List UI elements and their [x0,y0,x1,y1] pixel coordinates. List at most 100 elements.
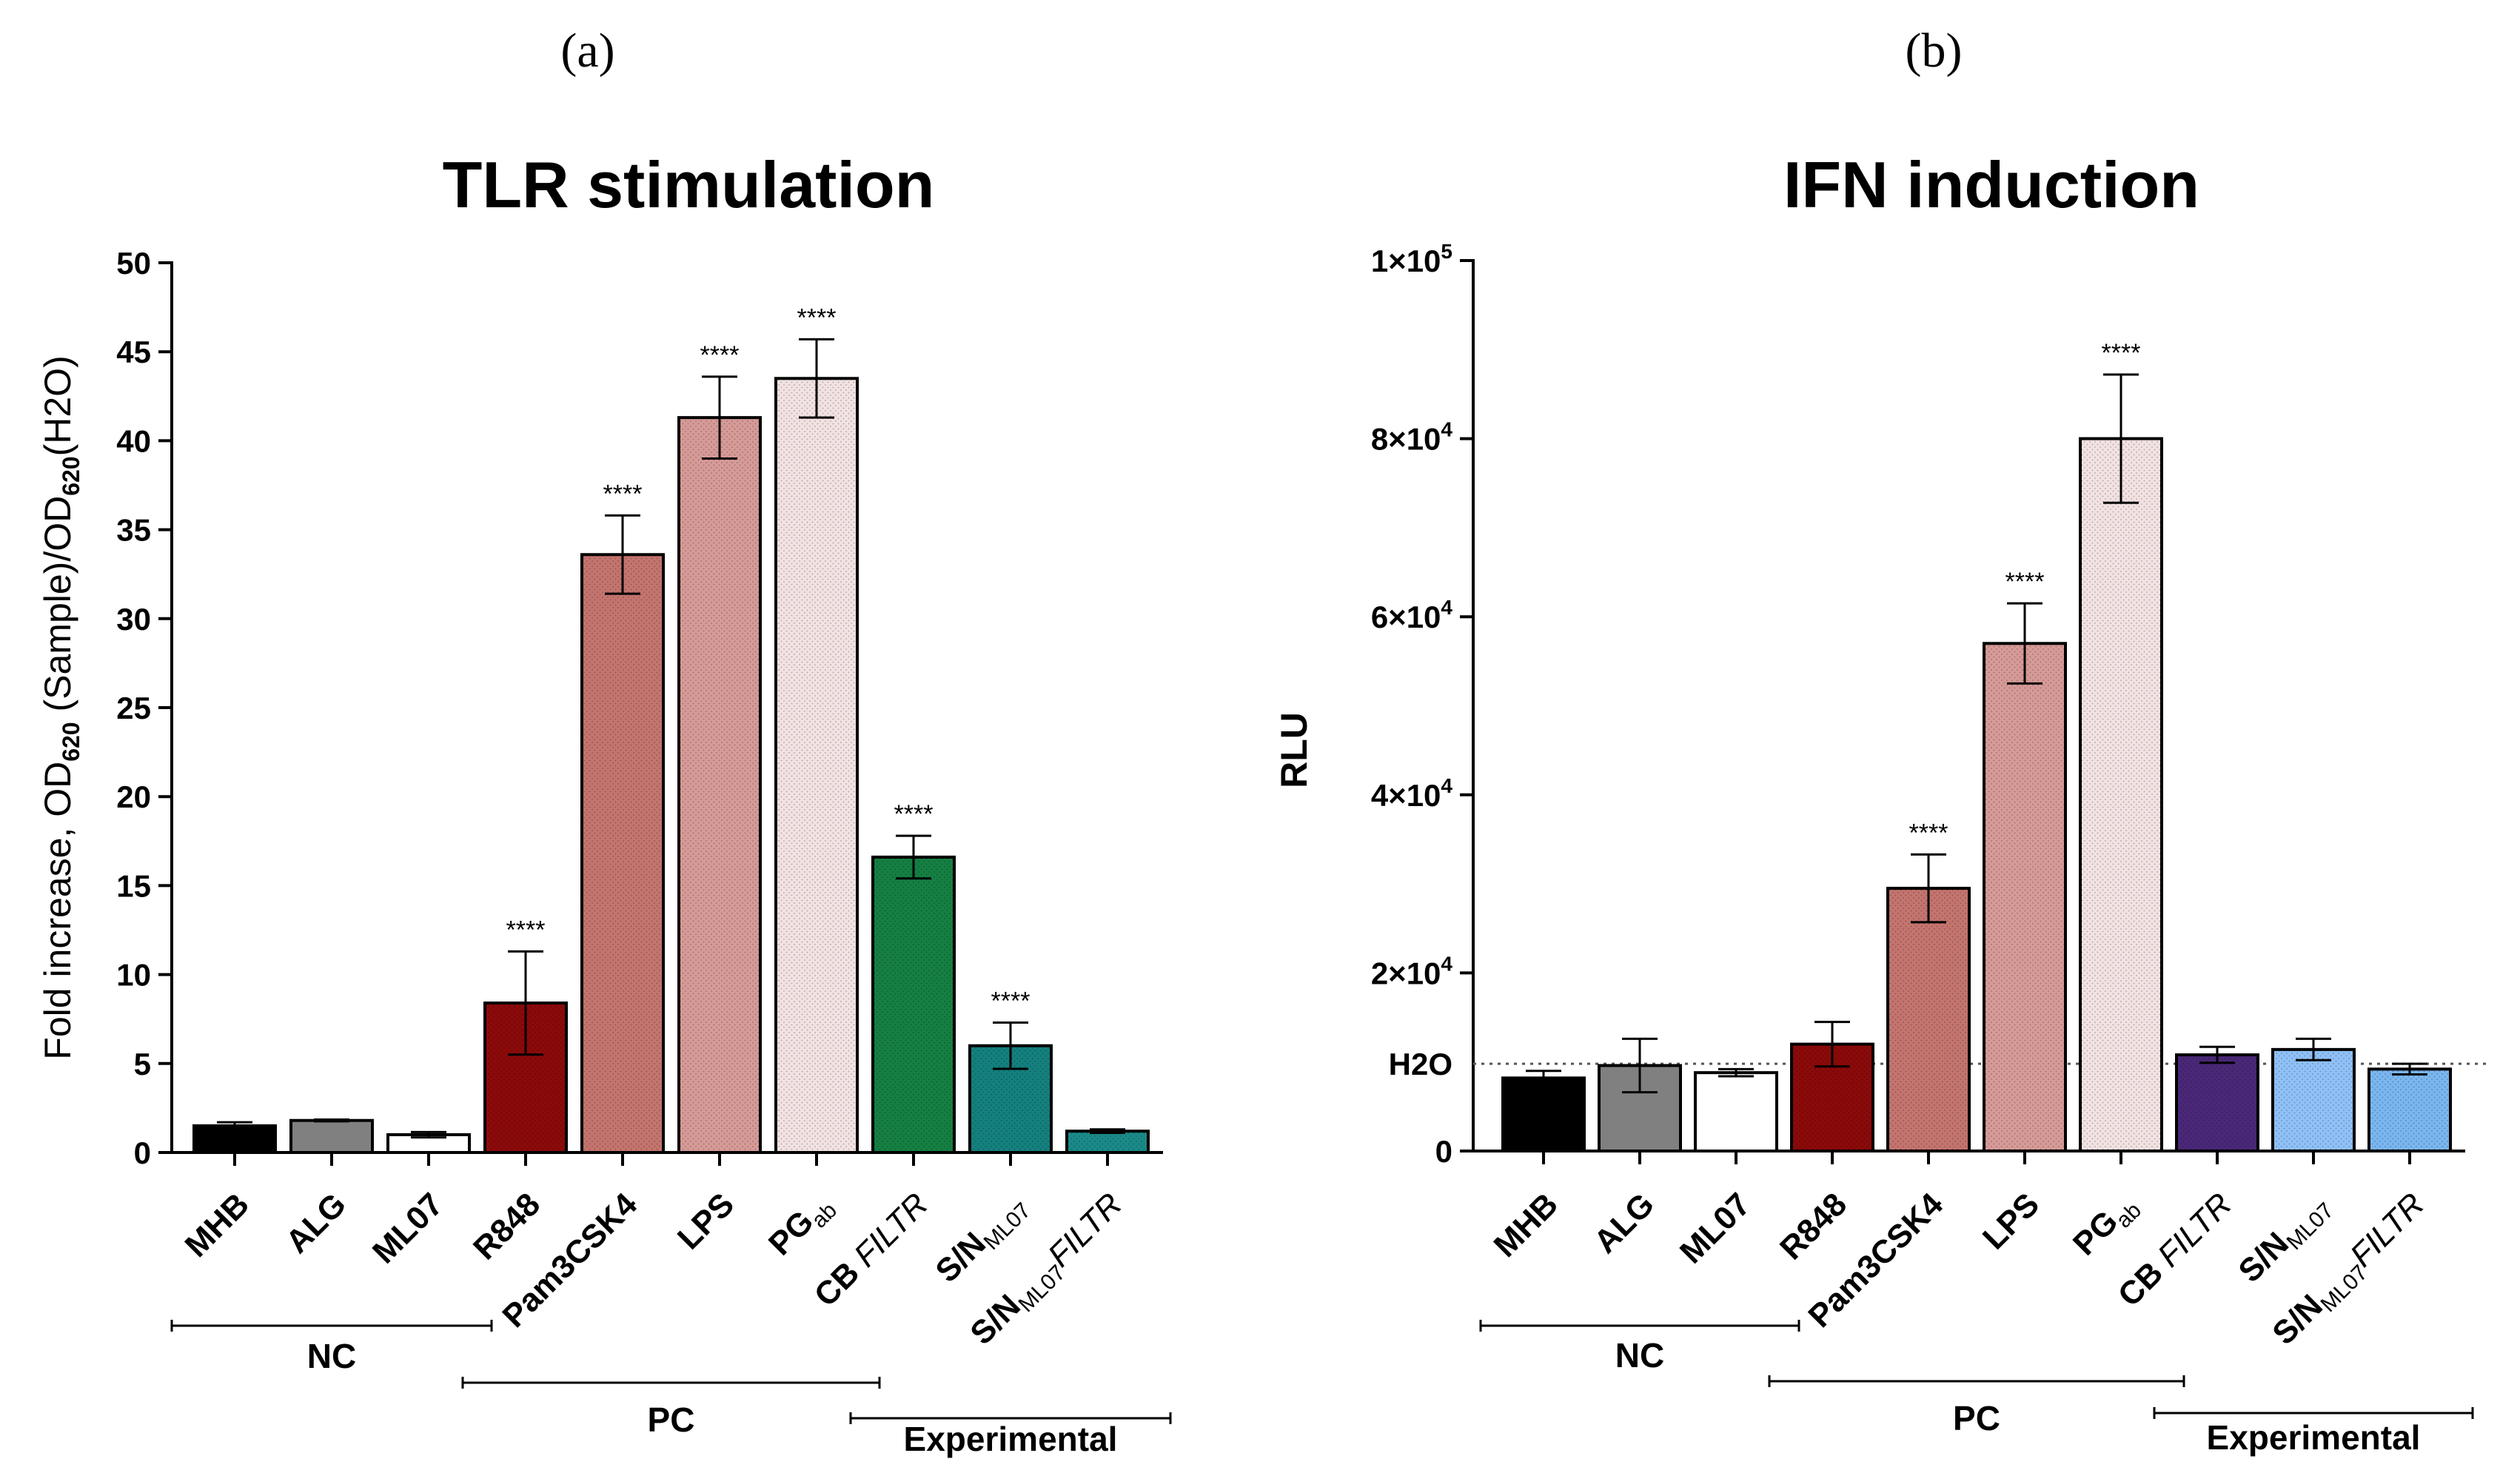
bar [192,1124,277,1154]
x-category-label: PGab [762,1186,842,1266]
bar-texture [2080,438,2162,1151]
bar-texture [679,417,760,1152]
bar [1694,1071,1778,1152]
category-subscript: ML07 [2282,1198,2339,1255]
x-category-label: ALG [1587,1186,1661,1260]
tick-base: 0 [1435,1134,1452,1169]
chart-ifn-induction: IFN inductionRLU02×1044×1046×1048×1041×1… [1273,148,2487,1457]
y-tick-label: 1×105 [1371,240,1452,278]
y-label-part: Fold increase, OD [37,762,78,1060]
y-label-part: (H2O) [37,355,78,456]
y-axis-label: Fold increase, OD620 (Sample)/OD620(H2O) [37,355,84,1059]
y-tick-label: 20 [116,779,151,814]
significance-label: **** [506,916,546,944]
x-category-label: LPS [1976,1186,2046,1256]
y-tick-label: 25 [116,691,151,725]
bar-texture [2273,1049,2354,1151]
group-label: Experimental [2207,1418,2421,1457]
y-tick-label: 8×104 [1371,418,1453,457]
group-label: NC [307,1337,356,1375]
bar-texture [1888,888,1969,1151]
y-axis-label: RLU [1273,712,1315,788]
y-tick-label: 40 [116,423,151,458]
category-text: R848 [466,1186,547,1266]
x-category-label: LPS [671,1186,741,1256]
tick-base: 4×10 [1371,778,1441,813]
tick-exponent: 4 [1441,952,1452,975]
y-tick-label: 10 [116,958,151,993]
category-text: R848 [1773,1186,1854,1266]
category-text: ML07 [1673,1186,1757,1270]
significance-label: **** [2005,568,2045,596]
y-tick-label: 50 [116,246,151,281]
tick-exponent: 4 [1441,418,1452,441]
category-italic: FILTR [2151,1186,2239,1274]
x-category-label: PGab [2066,1186,2146,1266]
significance-label: **** [2102,339,2141,367]
category-text: ALG [279,1186,353,1260]
category-text: LPS [1976,1186,2046,1256]
x-category-label: S/NML07FILTR [963,1186,1133,1355]
group-label: Experimental [904,1420,1118,1458]
tick-base: 8×10 [1371,422,1441,457]
group-label: PC [648,1400,695,1439]
tick-exponent: 4 [1441,774,1452,797]
panel-label-a: (a) [560,24,614,78]
category-italic: FILTR [1041,1186,1129,1274]
significance-label: **** [700,341,740,369]
y-tick-label: 30 [116,602,151,637]
y-tick-label: 0 [134,1135,151,1170]
category-text: MHB [1487,1186,1566,1264]
chart-title: TLR stimulation [443,148,935,221]
bar-texture [2176,1055,2258,1151]
significance-label: **** [797,303,837,332]
y-label-subscript: 620 [58,722,84,761]
bar-texture [1984,643,2065,1151]
category-text: ML07 [366,1186,450,1270]
x-category-label: ML07 [366,1186,450,1270]
category-text: LPS [671,1186,741,1256]
category-text: ALG [1587,1186,1661,1260]
bar-texture [582,554,663,1152]
h2o-reference-label: H2O [1389,1047,1452,1081]
tick-base: 2×10 [1371,956,1441,990]
x-category-label: S/NML07 [928,1186,1036,1293]
category-italic: FILTR [2343,1186,2431,1274]
y-tick-label: 4×104 [1371,774,1453,813]
bar [289,1118,374,1155]
bar-texture [873,856,954,1152]
x-category-label: S/NML07FILTR [2265,1186,2435,1355]
x-category-label: S/NML07 [2231,1186,2339,1293]
tick-exponent: 5 [1441,240,1452,263]
significance-label: **** [603,480,643,508]
x-category-label: MHB [1487,1186,1566,1264]
category-italic: FILTR [847,1186,935,1274]
y-label-subscript: 620 [58,456,84,495]
bar [1501,1076,1586,1152]
group-label: PC [1953,1399,2000,1437]
significance-label: **** [1909,819,1948,847]
y-label-part: (Sample)/OD [37,496,78,722]
chart-title: IFN induction [1783,148,2199,221]
y-tick-label: 35 [116,513,151,548]
tick-exponent: 4 [1441,596,1452,619]
y-tick-label: 15 [116,868,151,903]
x-category-label: R848 [1773,1186,1854,1266]
bar-texture [776,378,857,1152]
y-tick-label: 6×104 [1371,596,1453,634]
y-tick-label: 5 [134,1047,151,1081]
category-text: MHB [178,1186,257,1264]
significance-label: **** [894,800,934,828]
significance-label: **** [991,987,1031,1016]
x-category-label: ALG [279,1186,353,1260]
y-tick-label: 45 [116,335,151,369]
y-tick-label: 0 [1435,1134,1452,1169]
y-tick-label: 2×104 [1371,952,1453,990]
tick-base: 1×10 [1371,244,1441,278]
x-category-label: MHB [178,1186,257,1264]
category-subscript: ML07 [979,1198,1036,1255]
group-label: NC [1615,1336,1664,1375]
bar-texture [1067,1131,1148,1152]
